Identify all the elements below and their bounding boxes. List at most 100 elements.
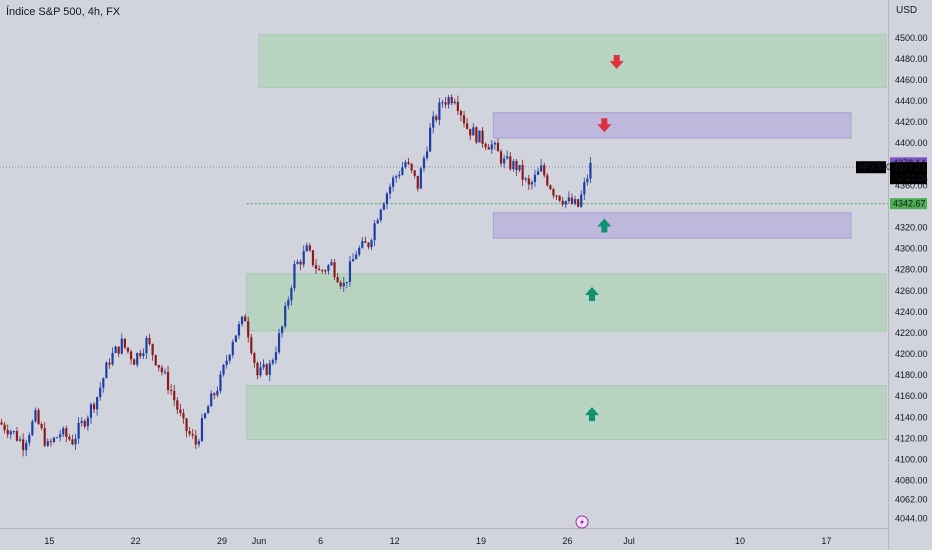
candle-body <box>564 201 567 205</box>
candle-body <box>197 441 200 445</box>
candle-body <box>555 195 558 197</box>
candle-body <box>287 300 290 306</box>
candle-body <box>580 194 583 207</box>
candle-body <box>80 421 83 424</box>
price-tag-black <box>890 162 927 185</box>
candle-body <box>466 123 469 129</box>
candle-body <box>509 156 512 170</box>
candle-body <box>314 265 318 269</box>
candle-body <box>435 116 438 120</box>
y-tick-label: 4480.00 <box>895 54 928 64</box>
candle-body <box>583 182 586 195</box>
candle-body <box>55 437 59 439</box>
candle-body <box>145 337 148 354</box>
candle-body <box>262 364 265 368</box>
candle-body <box>237 324 241 336</box>
arrow-up-icon <box>597 218 612 233</box>
candle-body <box>355 254 358 260</box>
candle-body <box>481 130 484 144</box>
candle-body <box>191 433 194 436</box>
candle-body <box>9 431 12 435</box>
candle-body <box>200 417 204 442</box>
candle-body <box>225 360 228 366</box>
candle-body <box>518 165 521 171</box>
candle-body <box>499 151 503 164</box>
symbol-tag-label: SPX500 <box>858 162 891 172</box>
candle-body <box>506 156 509 159</box>
candle-body <box>302 251 305 265</box>
candle-body <box>318 268 321 271</box>
candle-body <box>25 442 28 451</box>
candle-body <box>210 393 213 407</box>
candle-body <box>493 142 496 145</box>
candle-body <box>46 441 49 446</box>
price-tag-label: 4342.67 <box>893 199 926 209</box>
candle-body <box>247 321 250 338</box>
x-tick-label: 12 <box>390 536 400 546</box>
candle-body <box>296 261 299 265</box>
y-tick-label: 4320.00 <box>895 223 928 233</box>
candle-body <box>570 197 574 204</box>
candle-body <box>543 165 546 176</box>
y-tick-label: 4460.00 <box>895 75 928 85</box>
candle-body <box>361 240 364 248</box>
candle-body <box>475 127 478 143</box>
candle-body <box>129 351 133 360</box>
candle-body <box>12 431 15 433</box>
candle-body <box>62 428 65 435</box>
candle-body <box>268 363 271 375</box>
candle-body <box>305 245 308 252</box>
supply-zone-0 <box>258 34 887 88</box>
y-tick-label: 4400.00 <box>895 138 928 148</box>
y-tick-label: 4200.00 <box>895 349 928 359</box>
demand-zone-3 <box>246 273 887 332</box>
candle-body <box>89 404 93 418</box>
candle-body <box>422 158 426 169</box>
candle-body <box>524 178 527 180</box>
candle-body <box>311 250 315 266</box>
x-tick-label: 26 <box>562 536 572 546</box>
candle-body <box>549 185 552 190</box>
candle-body <box>577 199 580 207</box>
x-tick-label: 10 <box>735 536 745 546</box>
candle-body <box>18 439 22 441</box>
candle-body <box>432 116 435 128</box>
candle-body <box>83 421 86 427</box>
candle-body <box>142 353 145 357</box>
candle-body <box>336 277 339 283</box>
candle-body <box>96 397 99 410</box>
candle-body <box>77 423 80 439</box>
candle-body <box>34 410 37 422</box>
candle-body <box>277 333 281 353</box>
candle-body <box>28 435 31 443</box>
candle-body <box>37 410 40 424</box>
candle-body <box>308 245 311 251</box>
candle-body <box>15 431 19 441</box>
candle-body <box>231 341 234 355</box>
candle-body <box>117 346 120 354</box>
candle-body <box>345 282 348 284</box>
candle-body <box>348 261 352 283</box>
currency-label[interactable]: USD <box>896 5 918 16</box>
candle-body <box>71 439 74 445</box>
y-tick-label: 4180.00 <box>895 370 928 380</box>
candle-body <box>123 338 126 348</box>
candle-body <box>250 337 253 354</box>
candle-body <box>444 102 447 105</box>
candle-body <box>490 144 493 150</box>
y-tick-label: 4160.00 <box>895 391 928 401</box>
candle-body <box>447 97 450 105</box>
liquidity-zone-2 <box>492 212 852 239</box>
candle-body <box>0 422 3 425</box>
candle-body <box>3 424 6 431</box>
candle-body <box>31 421 34 436</box>
candle-body <box>22 439 25 451</box>
arrow-up-icon <box>585 286 599 301</box>
candle-body <box>533 174 537 183</box>
candle-body <box>151 344 154 356</box>
y-tick-label: 4280.00 <box>895 265 928 275</box>
candle-body <box>459 111 463 116</box>
candle-body <box>154 355 157 365</box>
